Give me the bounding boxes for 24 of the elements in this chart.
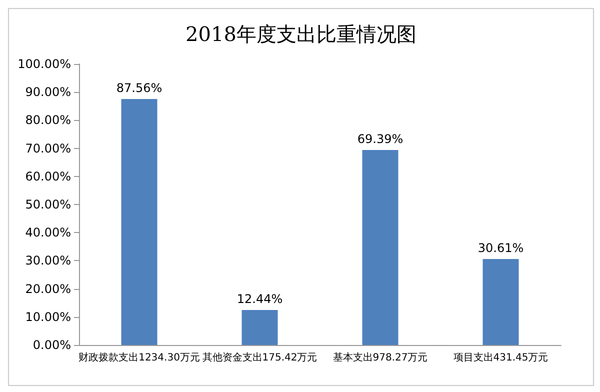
data-label: 12.44% xyxy=(236,292,283,306)
bar xyxy=(362,150,398,345)
data-label: 69.39% xyxy=(357,132,404,146)
y-tick-label: 30.00% xyxy=(25,254,71,268)
bar xyxy=(242,310,278,345)
y-tick-label: 100.00% xyxy=(18,57,71,71)
y-tick-label: 60.00% xyxy=(25,169,71,184)
y-tick-label: 10.00% xyxy=(25,310,71,324)
x-tick-label: 其他资金支出175.42万元 xyxy=(202,352,318,364)
y-tick-label: 20.00% xyxy=(25,282,71,296)
y-tick-label: 0.00% xyxy=(32,338,71,352)
bar xyxy=(121,98,158,345)
bar xyxy=(482,258,519,345)
data-label: 30.61% xyxy=(478,240,524,255)
x-tick-label: 项目支出431.45万元 xyxy=(453,352,548,364)
x-tick-label: 财政拨款支出1234.30万元 xyxy=(78,352,200,364)
x-tick-label: 基本支出978.27万元 xyxy=(332,352,428,364)
y-tick-label: 40.00% xyxy=(25,226,71,240)
y-tick-label: 80.00% xyxy=(25,113,71,128)
y-tick-label: 70.00% xyxy=(25,141,71,156)
y-tick-label: 90.00% xyxy=(25,85,71,100)
chart-title: 2018年度支出比重情况图 xyxy=(186,22,416,46)
y-tick-label: 50.00% xyxy=(25,198,71,212)
data-label: 87.56% xyxy=(116,80,162,95)
